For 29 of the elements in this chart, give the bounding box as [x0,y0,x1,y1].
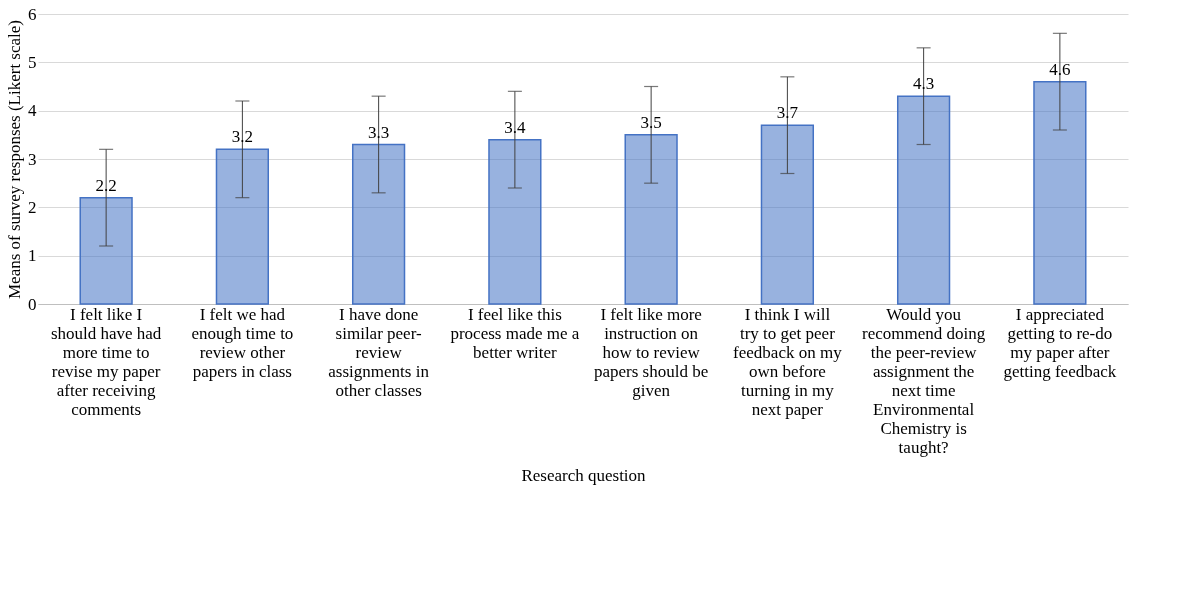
bar [760,124,815,305]
y-tick-label: 2 [28,197,37,217]
y-tick-label: 1 [28,246,37,266]
y-tick-label: 3 [28,149,37,169]
bar [1033,80,1087,305]
x-tick-label: Would you recommend doing the peer-review assignment the next time Environmental Chemistry is taught? [862,304,986,457]
bar [896,95,951,305]
bar [215,148,270,305]
x-tick-label: I think I will try to get peer feedback on my own before turning in my next paper [733,304,843,419]
x-tick-label: I feel like this process made me a better writer [450,304,580,362]
y-axis-title: Means of survey responses (Likert scale) [5,20,24,299]
y-tick-label: 4 [28,101,37,121]
x-tick-label: I have done similar peer-review assignments in other classes [328,304,430,400]
y-tick-label: 0 [28,294,37,314]
data-label: 3.5 [640,112,662,132]
bar [351,143,406,305]
data-label: 4.6 [1049,59,1071,79]
y-tick-label: 5 [28,52,37,72]
data-label: 2.2 [95,175,117,195]
data-label: 3.4 [504,117,526,137]
x-tick-label: I appreciated getting to re-do my paper after getting feedback [1003,304,1117,381]
x-tick-label: I felt like more instruction on how to review papers should be given [593,304,709,400]
y-tick-label: 6 [28,4,37,24]
bar [488,138,542,305]
x-tick-label: I felt like I should have had more time to revise my paper after receiving comments [50,304,162,419]
x-axis-title: Research question [521,465,647,485]
x-tick-label: I felt we had enough time to review other papers in class [191,304,294,381]
bar [624,134,678,305]
bar [79,196,133,305]
